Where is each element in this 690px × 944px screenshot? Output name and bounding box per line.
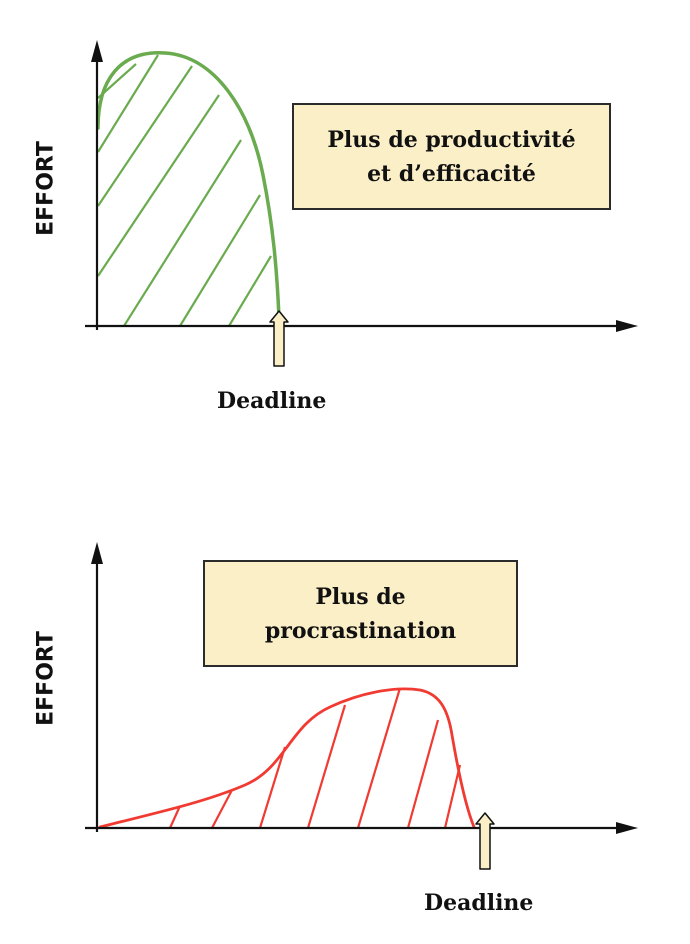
y-axis-arrow-icon <box>91 40 103 62</box>
productivity-hatch <box>97 54 272 327</box>
procrastination-note-box: Plus de procrastination <box>203 560 518 667</box>
note-line-1: Plus de <box>315 583 406 610</box>
productivity-note-box: Plus de productivité et d’efficacité <box>292 103 611 210</box>
y-axis-label: EFFORT <box>33 141 59 236</box>
procrastination-curve <box>98 687 476 829</box>
procrastination-hatch <box>168 687 462 829</box>
diagram-procrastination: EFFORT Plus de procrastination Deadline <box>0 500 690 944</box>
note-line-2: procrastination <box>264 617 457 644</box>
y-axis-label: EFFORT <box>33 631 59 726</box>
productivity-curve <box>96 51 281 320</box>
deadline-label: Deadline <box>424 890 534 916</box>
diagram-productivity: EFFORT Plus de productivité et d’efficac… <box>0 0 690 470</box>
y-axis-arrow-icon <box>91 542 103 564</box>
diagram-procrastination-canvas <box>85 542 638 870</box>
x-axis-arrow-icon <box>616 822 638 834</box>
deadline-label: Deadline <box>217 388 327 414</box>
note-line-1: Plus de productivité <box>327 126 576 153</box>
x-axis-arrow-icon <box>616 320 638 332</box>
deadline-arrow-icon <box>475 812 495 870</box>
note-line-2: et d’efficacité <box>367 160 536 187</box>
diagram-productivity-canvas <box>85 40 638 367</box>
deadline-arrow-icon <box>269 310 289 367</box>
